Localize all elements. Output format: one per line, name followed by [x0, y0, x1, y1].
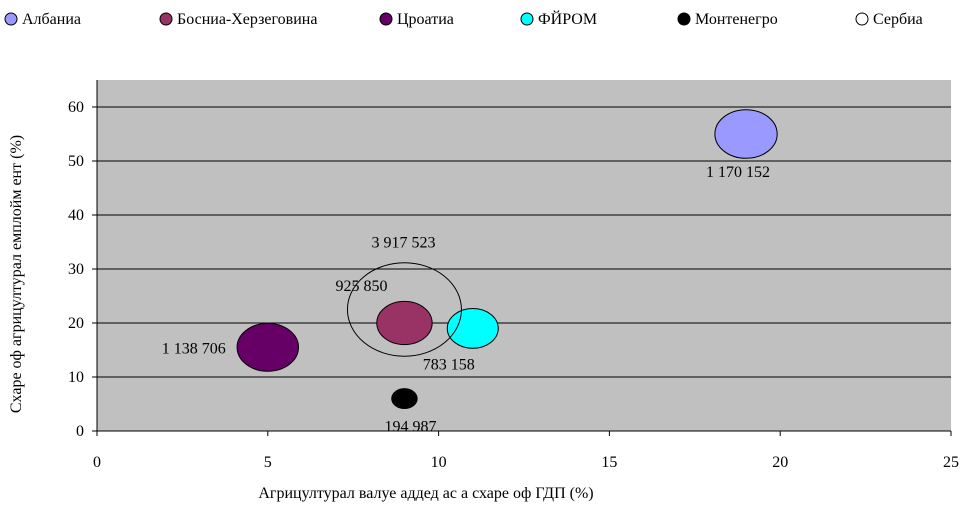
plot-area — [97, 80, 951, 431]
legend-label-албаниа: Албаниа — [22, 11, 81, 28]
legend-item-монтенегро: Монтенегро — [677, 11, 778, 28]
bubble-монтенегро — [391, 388, 418, 410]
bubble-цроатиа — [236, 322, 300, 372]
legend-marker-сербиа — [855, 12, 869, 26]
y-tick-label-20: 20 — [68, 315, 84, 332]
legend-item-албаниа: Албаниа — [4, 11, 81, 28]
x-tick-label-5: 5 — [264, 454, 272, 471]
data-label-цроатиа: 1 138 706 — [162, 340, 226, 357]
bubble-албаниа — [714, 109, 778, 159]
bubbles — [236, 109, 778, 410]
legend-label-фйром: ФЙРОМ — [538, 9, 597, 28]
legend-label-босниа-херзеговина: Босниа-Херзеговина — [177, 11, 317, 28]
y-tick-label-50: 50 — [68, 153, 84, 170]
x-tick-label-10: 10 — [431, 454, 447, 471]
x-tick-label-25: 25 — [943, 454, 959, 471]
legend-item-сербиа: Сербиа — [855, 11, 923, 28]
legend-marker-босниа-херзеговина — [159, 12, 173, 26]
data-label-босниа-херзеговина: 925 850 — [335, 278, 387, 295]
legend-label-сербиа: Сербиа — [873, 11, 923, 28]
legend-item-босниа-херзеговина: Босниа-Херзеговина — [159, 11, 317, 28]
data-label-фйром: 783 158 — [423, 356, 475, 373]
bubble-босниа-херзеговина — [376, 300, 433, 346]
data-label-монтенегро: 194 987 — [384, 419, 436, 436]
gridlines — [97, 106, 951, 378]
bubble-сербиа — [346, 262, 462, 357]
x-tick-label-0: 0 — [93, 454, 101, 471]
legend-item-цроатиа: Цроатиа — [379, 11, 454, 28]
legend-item-фйром: ФЙРОМ — [520, 9, 597, 28]
bubble-фйром — [446, 308, 499, 349]
y-tick-label-60: 60 — [68, 99, 84, 116]
legend-marker-цроатиа — [379, 12, 393, 26]
legend-marker-фйром — [520, 12, 534, 26]
y-tick-label-0: 0 — [76, 423, 84, 440]
x-axis-title: Агрицултурал валуе аддед ас а схаре оф Г… — [258, 485, 593, 502]
x-tick-label-15: 15 — [601, 454, 617, 471]
x-tick-label-20: 20 — [772, 454, 788, 471]
legend-label-цроатиа: Цроатиа — [397, 11, 454, 28]
legend-label-монтенегро: Монтенегро — [695, 11, 778, 28]
data-labels: 1 170 152 925 850 1 138 706 783 158 194 987 3… — [162, 164, 770, 436]
tick-labels: 0 10 20 30 40 50 60 0 5 10 15 20 25 — [68, 99, 959, 471]
y-tick-label-40: 40 — [68, 207, 84, 224]
y-tick-label-30: 30 — [68, 261, 84, 278]
data-label-албаниа: 1 170 152 — [706, 164, 770, 181]
y-tick-label-10: 10 — [68, 369, 84, 386]
data-label-сербиа: 3 917 523 — [371, 235, 435, 252]
legend: Албаниа Босниа-Херзеговина Цроатиа ФЙРОМ Мон… — [4, 9, 923, 28]
legend-marker-монтенегро — [677, 12, 691, 26]
axes — [92, 80, 952, 436]
legend-marker-албаниа — [4, 12, 18, 26]
y-axis-title: Схаре оф агрицултурал емплойм ент (%) — [8, 135, 25, 413]
